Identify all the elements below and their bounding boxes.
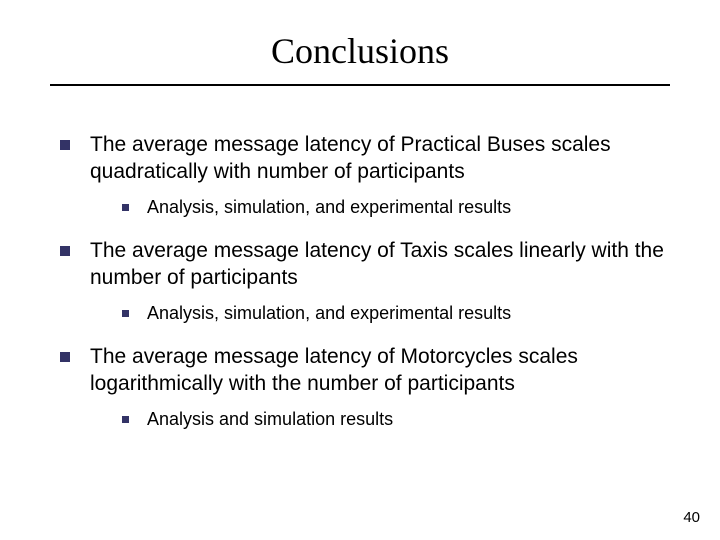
square-bullet-icon bbox=[122, 310, 129, 317]
square-bullet-icon bbox=[60, 246, 70, 256]
sub-list-item: Analysis, simulation, and experimental r… bbox=[122, 196, 670, 219]
list-item: The average message latency of Motorcycl… bbox=[60, 343, 670, 398]
sub-list-item: Analysis, simulation, and experimental r… bbox=[122, 302, 670, 325]
sub-list-item-text: Analysis and simulation results bbox=[147, 408, 670, 431]
page-number: 40 bbox=[683, 509, 700, 526]
sub-list-item: Analysis and simulation results bbox=[122, 408, 670, 431]
square-bullet-icon bbox=[60, 352, 70, 362]
sub-list-item-text: Analysis, simulation, and experimental r… bbox=[147, 196, 670, 219]
slide: Conclusions The average message latency … bbox=[0, 0, 720, 540]
title-rule bbox=[50, 84, 670, 86]
square-bullet-icon bbox=[60, 140, 70, 150]
list-item-text: The average message latency of Practical… bbox=[90, 131, 670, 186]
list-item: The average message latency of Practical… bbox=[60, 131, 670, 186]
square-bullet-icon bbox=[122, 204, 129, 211]
list-item: The average message latency of Taxis sca… bbox=[60, 237, 670, 292]
list-item-text: The average message latency of Taxis sca… bbox=[90, 237, 670, 292]
square-bullet-icon bbox=[122, 416, 129, 423]
slide-content: The average message latency of Practical… bbox=[50, 131, 670, 431]
slide-title: Conclusions bbox=[50, 30, 670, 72]
sub-list-item-text: Analysis, simulation, and experimental r… bbox=[147, 302, 670, 325]
list-item-text: The average message latency of Motorcycl… bbox=[90, 343, 670, 398]
